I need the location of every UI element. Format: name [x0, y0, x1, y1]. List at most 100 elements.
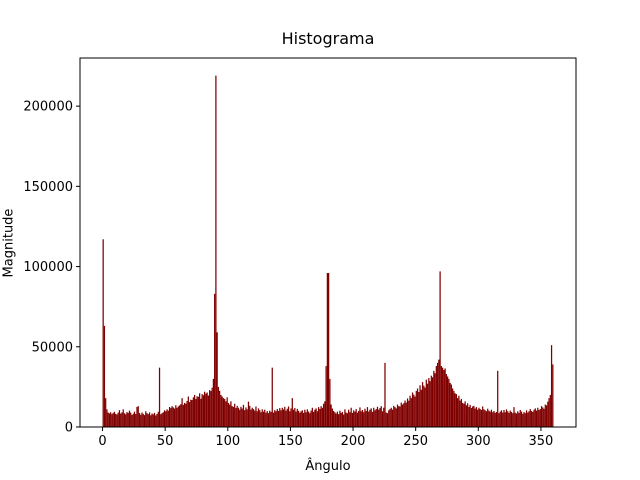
bar: [206, 392, 208, 427]
bar: [116, 414, 118, 427]
bar: [221, 396, 223, 427]
bar: [540, 406, 543, 427]
bar: [297, 410, 300, 427]
bar: [507, 411, 509, 427]
bar: [512, 413, 514, 427]
bar: [338, 414, 340, 427]
bar: [459, 400, 461, 427]
bar: [269, 410, 271, 427]
bar: [178, 405, 181, 427]
bar: [499, 411, 501, 427]
bar: [186, 401, 188, 427]
bar: [438, 359, 440, 427]
bar: [246, 409, 248, 427]
bar: [181, 398, 183, 427]
bar: [192, 397, 194, 427]
bar: [257, 408, 260, 427]
bar: [346, 413, 349, 427]
bar: [126, 412, 128, 427]
bar: [383, 407, 385, 427]
bar: [311, 407, 313, 427]
bar: [275, 411, 277, 427]
bar: [172, 407, 174, 427]
bar: [421, 382, 424, 427]
bar: [394, 407, 396, 427]
bar: [490, 409, 493, 427]
bar: [262, 411, 265, 427]
bar: [463, 403, 465, 427]
chart-title: Histograma: [282, 29, 375, 48]
bar: [276, 409, 278, 427]
bar: [500, 410, 503, 427]
bar: [225, 401, 227, 427]
bar: [305, 412, 307, 427]
bar: [426, 383, 429, 427]
bar: [455, 394, 458, 427]
bar: [211, 387, 213, 427]
bar: [484, 410, 486, 427]
bar: [514, 412, 516, 427]
bar: [287, 406, 290, 427]
bar: [306, 409, 308, 427]
bar: [180, 404, 182, 427]
bar: [264, 409, 266, 427]
bar: [185, 403, 187, 427]
bar: [212, 378, 215, 427]
bar: [374, 410, 376, 427]
bar: [356, 412, 359, 427]
bar: [224, 398, 226, 427]
bar: [188, 402, 191, 427]
bar: [317, 407, 320, 427]
bar: [530, 410, 533, 427]
bar: [136, 406, 138, 427]
bar: [314, 409, 316, 427]
bar: [543, 408, 545, 427]
bar: [518, 412, 520, 427]
x-tick-label: 50: [157, 434, 174, 449]
bar: [140, 414, 142, 427]
bar: [434, 373, 436, 427]
bar: [376, 406, 379, 427]
bar: [513, 407, 515, 427]
bar: [135, 414, 137, 427]
bar: [399, 406, 401, 427]
bar: [452, 388, 454, 427]
bar: [494, 412, 496, 427]
bar: [163, 410, 166, 427]
bar: [444, 368, 446, 427]
bar: [395, 408, 397, 427]
bar: [132, 413, 134, 427]
bar: [457, 398, 459, 427]
bar: [354, 411, 356, 427]
bar: [219, 390, 221, 427]
bar: [260, 412, 262, 427]
bar: [482, 406, 484, 427]
bar: [508, 412, 510, 427]
bar: [301, 410, 303, 427]
bar: [398, 406, 400, 427]
bar: [315, 408, 317, 427]
y-tick-label: 100000: [23, 260, 73, 275]
bar: [331, 408, 334, 427]
bar: [538, 409, 540, 427]
bar: [125, 414, 127, 427]
bar: [177, 406, 179, 427]
bar: [145, 411, 147, 427]
bar: [234, 403, 236, 427]
bar: [220, 394, 222, 427]
bar: [130, 412, 132, 427]
bar: [127, 412, 129, 427]
bar: [128, 410, 131, 427]
bar: [281, 407, 283, 427]
bar: [157, 411, 159, 427]
bar: [489, 411, 491, 427]
bar: [547, 401, 549, 427]
bar: [379, 408, 381, 427]
bar: [423, 385, 425, 427]
bar: [532, 411, 534, 427]
bar: [256, 411, 258, 427]
bar: [529, 409, 531, 427]
bar: [446, 376, 449, 427]
bar: [117, 412, 119, 427]
bar: [477, 409, 479, 427]
